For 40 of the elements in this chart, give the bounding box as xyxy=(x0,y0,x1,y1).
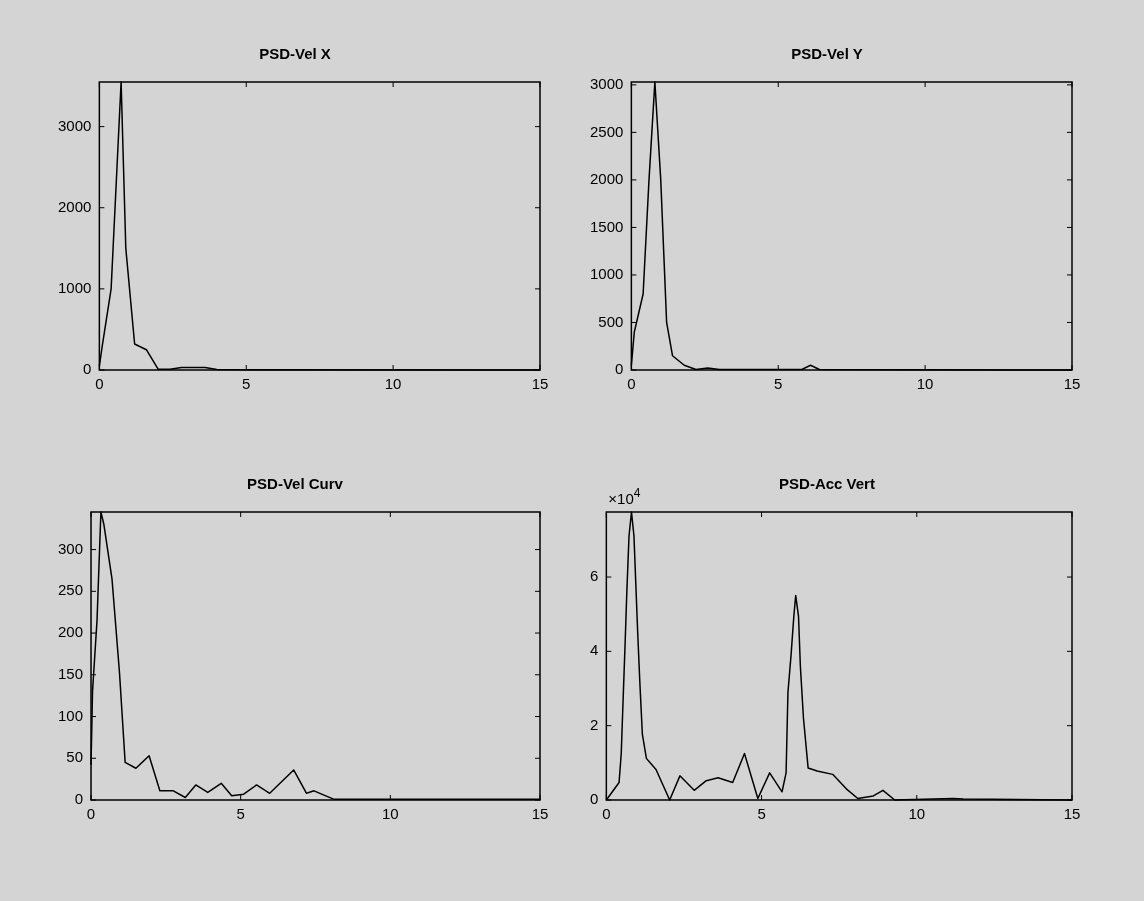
chart-title: PSD-Vel Y xyxy=(791,45,863,63)
x-tick-label: 15 xyxy=(531,375,549,393)
x-tick-label: 0 xyxy=(627,375,636,393)
x-tick-label: 10 xyxy=(916,375,934,393)
x-tick-label: 10 xyxy=(384,375,402,393)
x-tick-label: 5 xyxy=(757,805,766,823)
y-tick-label: 200 xyxy=(58,623,84,641)
x-tick-label: 0 xyxy=(95,375,104,393)
y-tick-label: 3000 xyxy=(589,74,624,92)
y-tick-label: 2000 xyxy=(57,197,92,215)
y-tick-label: 6 xyxy=(590,567,599,585)
y-tick-label: 100 xyxy=(58,706,84,724)
chart-title: PSD-Acc Vert xyxy=(779,475,875,493)
x-tick-label: 10 xyxy=(382,805,399,823)
y-tick-label: 50 xyxy=(66,748,84,766)
y-tick-label: 1500 xyxy=(589,217,624,235)
y-tick-label: 1000 xyxy=(589,265,624,283)
y-tick-label: 150 xyxy=(58,664,84,682)
y-tick-label: 2500 xyxy=(589,122,624,140)
y-tick-label: 250 xyxy=(58,581,84,599)
y-tick-label: 0 xyxy=(615,360,624,378)
y-tick-label: 3000 xyxy=(57,116,92,134)
x-tick-label: 15 xyxy=(1063,805,1081,823)
y-tick-label: 0 xyxy=(83,360,92,378)
x-tick-label: 5 xyxy=(236,805,245,823)
y-tick-label: 500 xyxy=(598,312,624,330)
y-tick-label: 4 xyxy=(590,641,599,659)
chart-title: PSD-Vel Curv xyxy=(247,475,344,493)
y-tick-label: 2000 xyxy=(589,170,624,188)
x-tick-label: 15 xyxy=(1063,375,1081,393)
y-tick-label: 1000 xyxy=(57,279,92,297)
y-tick-label: 2 xyxy=(590,715,599,733)
y-tick-label: 0 xyxy=(590,790,599,808)
y-tick-label: 0 xyxy=(74,790,84,808)
x-tick-label: 10 xyxy=(908,805,926,823)
x-tick-label: 15 xyxy=(531,805,549,823)
y-tick-label: 300 xyxy=(58,539,84,557)
x-tick-label: 5 xyxy=(242,375,251,393)
chart-title: PSD-Vel X xyxy=(259,45,331,63)
x-tick-label: 5 xyxy=(774,375,783,393)
